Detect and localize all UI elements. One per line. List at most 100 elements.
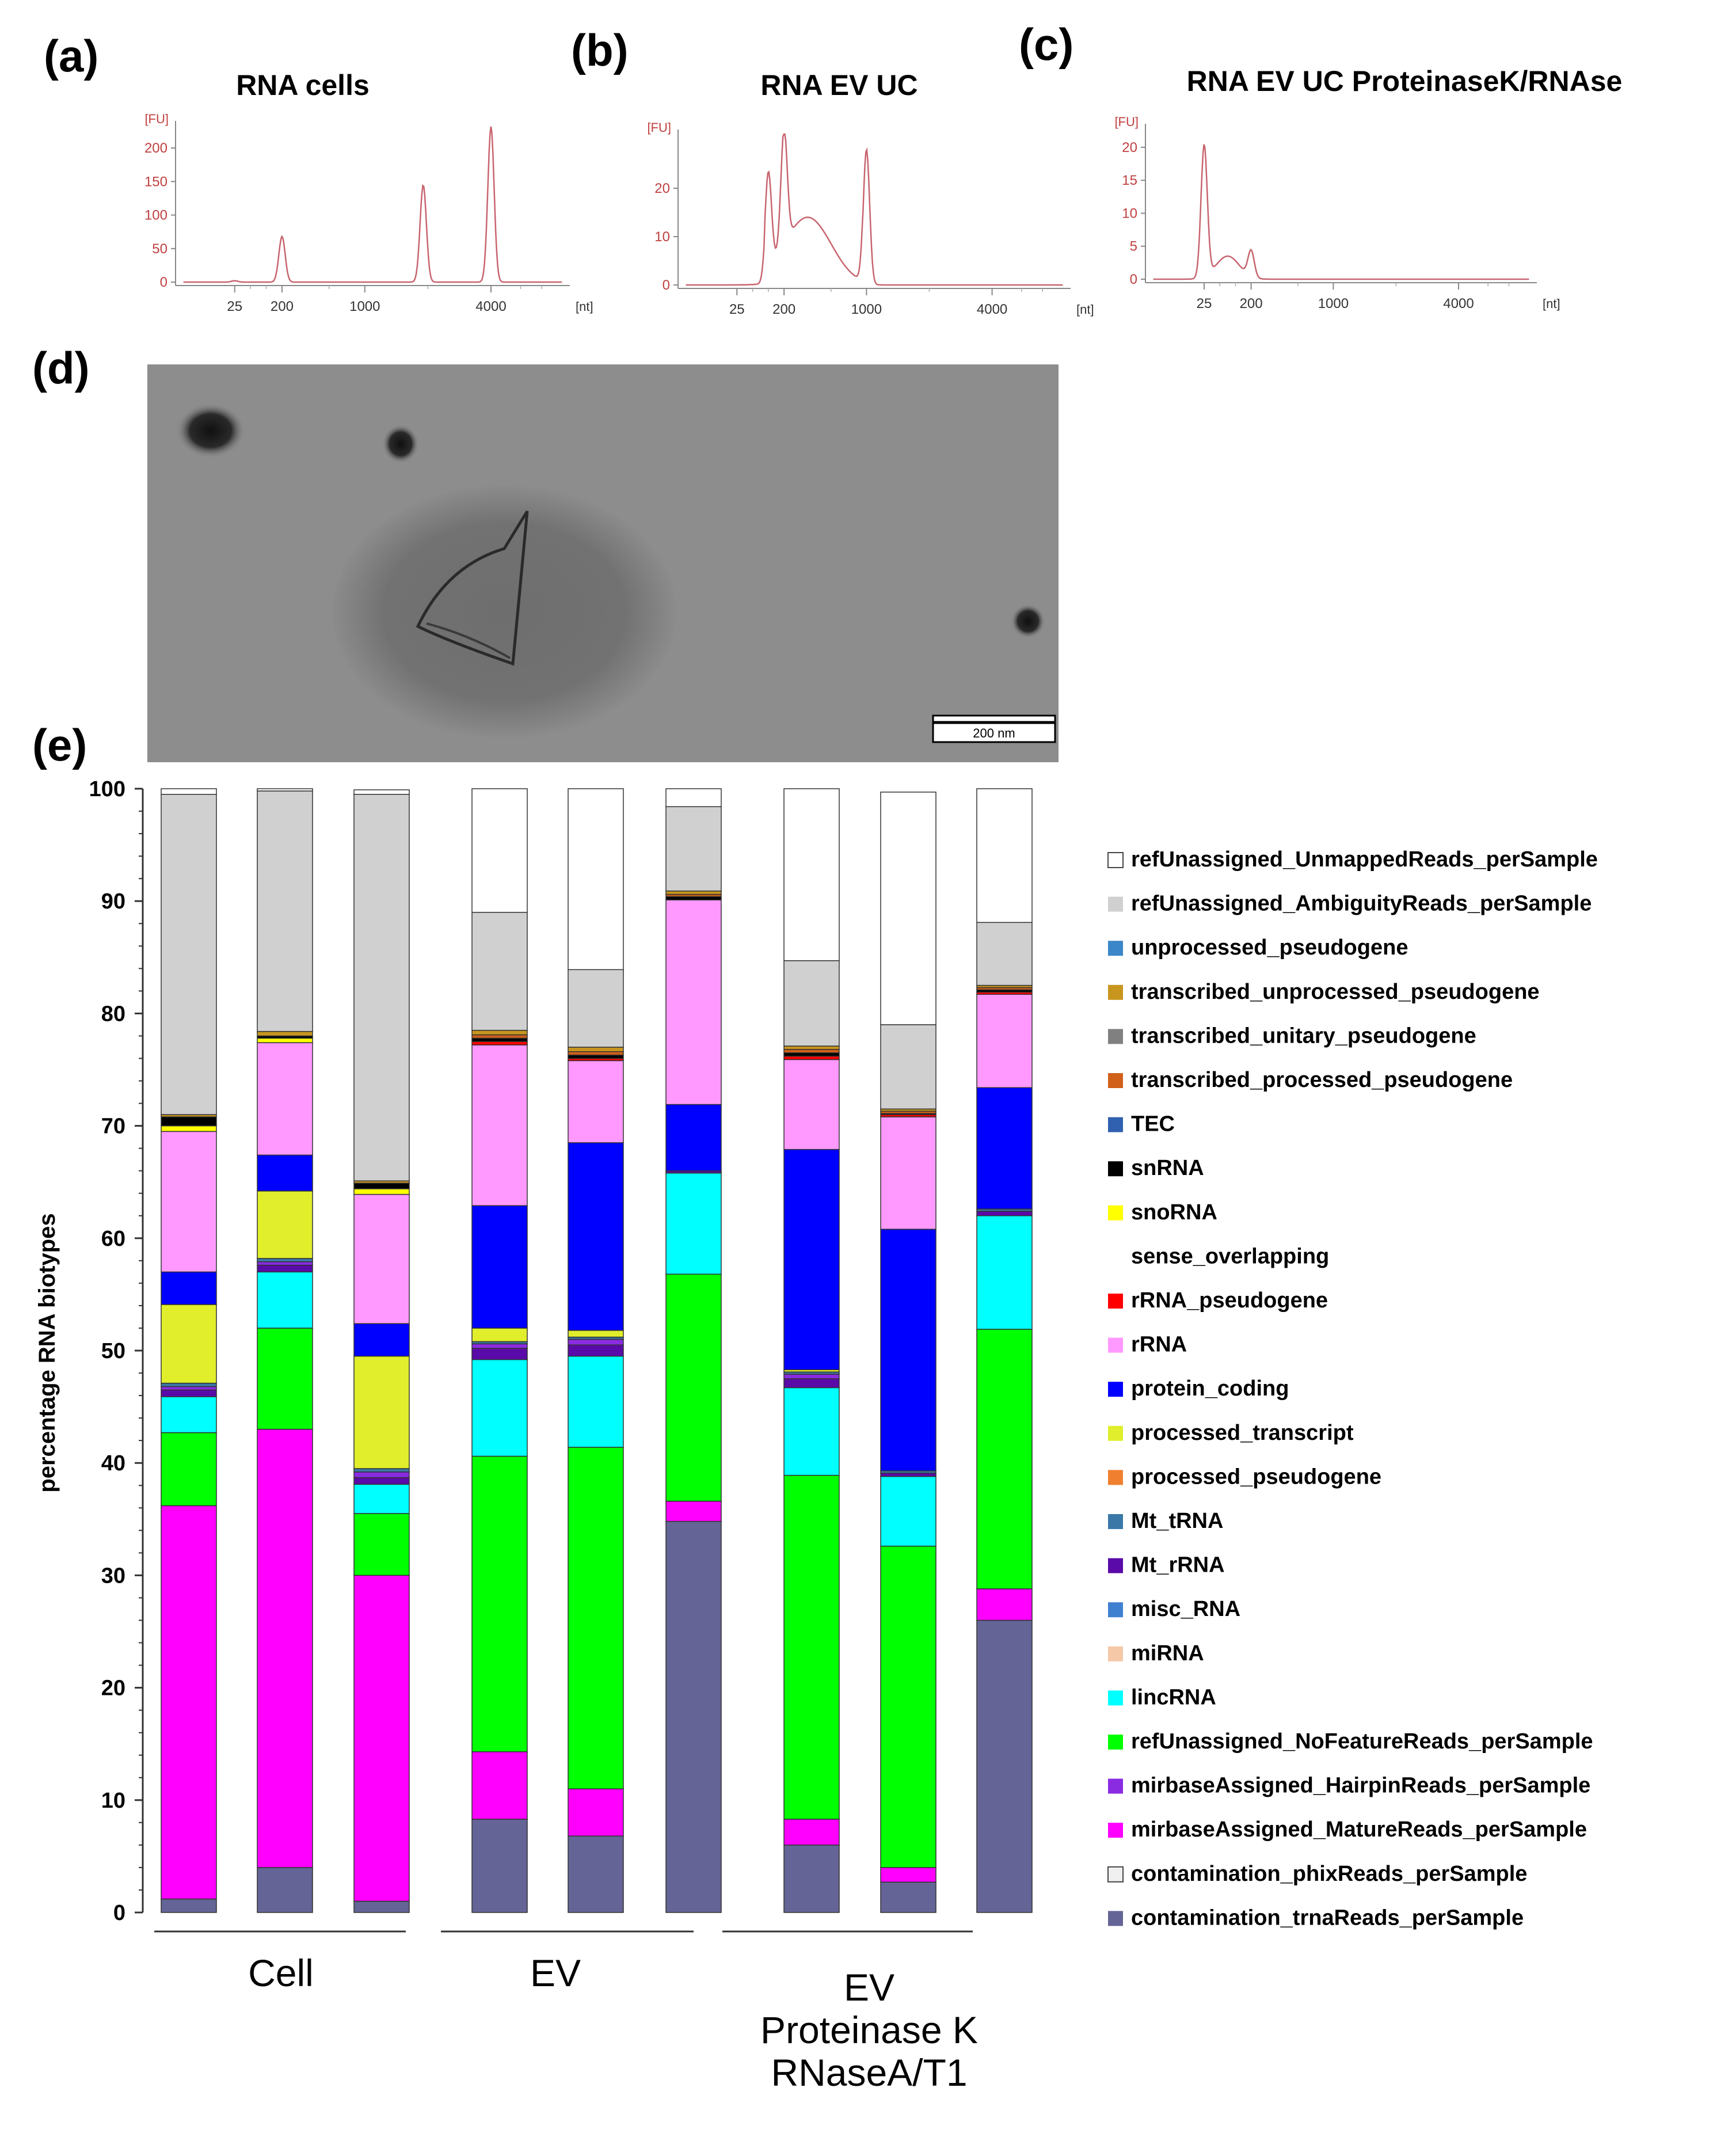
legend-item: processed_pseudogene [1108,1465,1381,1489]
ep-y-tick-label: 200 [144,140,167,156]
group-label: EV [844,1966,894,2009]
legend-label: snRNA [1131,1156,1204,1180]
ep-trace [183,126,562,283]
bar-segment-Mt_tRNA [161,1382,217,1387]
bar-segment-transcribed_processed_pseudogene [568,1051,624,1056]
bar-segment-contamination_trnaReads_perSample [568,1835,624,1913]
ep-x-tick-label: 1000 [851,302,882,317]
dark-particle-2 [382,424,419,463]
bar-segment-rRNA [976,994,1033,1088]
bar-segment-refUnassigned_AmbiguityReads_perSample [471,911,528,1031]
bar-segment-refUnassigned_UnmappedReads_perSample [353,789,410,795]
bar-segment-processed_transcript [161,1304,217,1384]
ep-y-tick-label: 100 [144,208,167,223]
bar-segment-mirbaseAssigned_MatureReads_perSample [353,1575,410,1902]
bar-segment-processed_transcript [353,1356,410,1469]
bar-segment-Mt_tRNA [353,1468,410,1473]
legend-item: snoRNA [1108,1200,1217,1225]
bar-segment-contamination_trnaReads_perSample [976,1619,1033,1913]
legend-item: refUnassigned_AmbiguityReads_perSample [1108,892,1592,916]
bar-segment-mirbaseAssigned_HairpinReads_perSample [568,1339,624,1345]
vesicle [332,485,677,739]
bar-segment-Mt_rRNA [976,1211,1033,1216]
legend-item: unprocessed_pseudogene [1108,936,1408,960]
legend-label: Mt_rRNA [1131,1553,1225,1577]
ep-x-tick-label: 1000 [349,299,380,314]
bar-segment-Mt_rRNA [568,1344,624,1357]
bar-segment-refUnassigned_UnmappedReads_perSample [471,788,528,913]
bar-segment-refUnassigned_UnmappedReads_perSample [880,792,936,1025]
bar-9 [976,788,1033,1913]
bar-segment-snRNA [783,1052,840,1057]
bar-segment-transcribed_processed_pseudogene [783,1049,840,1054]
bar-segment-refUnassigned_AmbiguityReads_perSample [257,790,313,1032]
legend-swatch [1108,1778,1123,1794]
bar-segment-transcribed_unprocessed_pseudogene [471,1029,528,1036]
bar-segment-Mt_tRNA [257,1258,313,1263]
legend-swatch [1108,1425,1123,1441]
y-tick-label: 0 [113,1901,125,1925]
legend-item: miRNA [1108,1641,1204,1666]
bar-segment-snoRNA [353,1188,410,1195]
ep-y-tick-label: 0 [1130,272,1137,287]
bar-segment-contamination_trnaReads_perSample [161,1898,217,1913]
legend-item: misc_RNA [1108,1597,1240,1621]
panel-d-label: (d) [32,343,90,393]
legend-item: mirbaseAssigned_MatureReads_perSample [1108,1817,1587,1842]
bar-segment-snoRNA [257,1037,313,1043]
legend-item: mirbaseAssigned_HairpinReads_perSample [1108,1774,1590,1798]
ep-y-tick-label: 5 [1130,239,1137,254]
dark-particle-1 [176,403,245,458]
bar-segment-mirbaseAssigned_HairpinReads_perSample [783,1374,840,1379]
bar-segment-lincRNA [471,1359,528,1457]
bar-segment-Mt_rRNA [257,1264,313,1273]
bar-5 [568,788,624,1913]
electropherogram-a: RNA cells RNA EV UC RNA EV UC Proteinase… [144,65,1622,317]
bar-segment-mirbaseAssigned_MatureReads_perSample [161,1505,217,1900]
legend-label: protein_coding [1131,1376,1289,1401]
legend-item: snRNA [1108,1156,1204,1180]
legend-label: refUnassigned_AmbiguityReads_perSample [1131,892,1592,916]
legend-label: contamination_phixReads_perSample [1131,1862,1527,1886]
ep-y-tick-label: 150 [144,174,167,189]
bar-segment-transcribed_unprocessed_pseudogene [568,1047,624,1052]
bar-segment-lincRNA [665,1172,722,1275]
bar-4 [471,788,528,1913]
ep-y-unit: [FU] [144,112,169,126]
legend-label: unprocessed_pseudogene [1131,936,1408,960]
bar-segment-contamination_trnaReads_perSample [665,1520,722,1913]
ep-y-tick-label: 10 [654,229,670,245]
panel-c-label: (c) [1019,19,1074,70]
legend-label: mirbaseAssigned_MatureReads_perSample [1131,1817,1587,1842]
bar-segment-rRNA [568,1060,624,1143]
legend-swatch [1108,1205,1123,1220]
ep-y-tick-label: 0 [160,275,167,290]
bar-segment-refUnassigned_NoFeatureReads_perSample [665,1273,722,1502]
bar-segment-refUnassigned_UnmappedReads_perSample [976,788,1033,923]
ep-y-unit: [FU] [1114,115,1139,129]
electropherogram-b-plot: [FU] [nt] 0 10 20 25 200 1000 4000 [647,120,1094,317]
bar-segment-lincRNA [161,1396,217,1433]
legend-item: refUnassigned_NoFeatureReads_perSample [1108,1729,1593,1754]
bar-segment-processed_transcript [568,1330,624,1338]
ep-x-tick-label: 200 [772,302,795,317]
legend-item: sense_overlapping [1131,1244,1329,1268]
legend-swatch [1108,1470,1123,1485]
ep-y-tick-label: 20 [1122,140,1137,155]
legend-label: sense_overlapping [1131,1244,1329,1268]
bar-segment-refUnassigned_UnmappedReads_perSample [161,788,217,795]
legend-item: transcribed_unprocessed_pseudogene [1108,980,1540,1004]
bar-segment-mirbaseAssigned_HairpinReads_perSample [161,1386,217,1391]
legend-label: lincRNA [1131,1685,1216,1709]
legend-label: mirbaseAssigned_HairpinReads_perSample [1131,1774,1590,1798]
bar-segment-refUnassigned_UnmappedReads_perSample [568,788,624,971]
panel-b-label: (b) [571,25,629,75]
bar-segment-mirbaseAssigned_HairpinReads_perSample [353,1471,410,1478]
electropherogram-a-plot: [FU] [nt] 0 50 100 150 200 25 200 1000 4000 [144,112,593,314]
ep-x-tick-label: 1000 [1318,296,1349,311]
bar-segment-protein_coding [257,1154,313,1192]
bar-segment-protein_coding [976,1087,1033,1210]
bar-segment-rRNA [161,1131,217,1273]
